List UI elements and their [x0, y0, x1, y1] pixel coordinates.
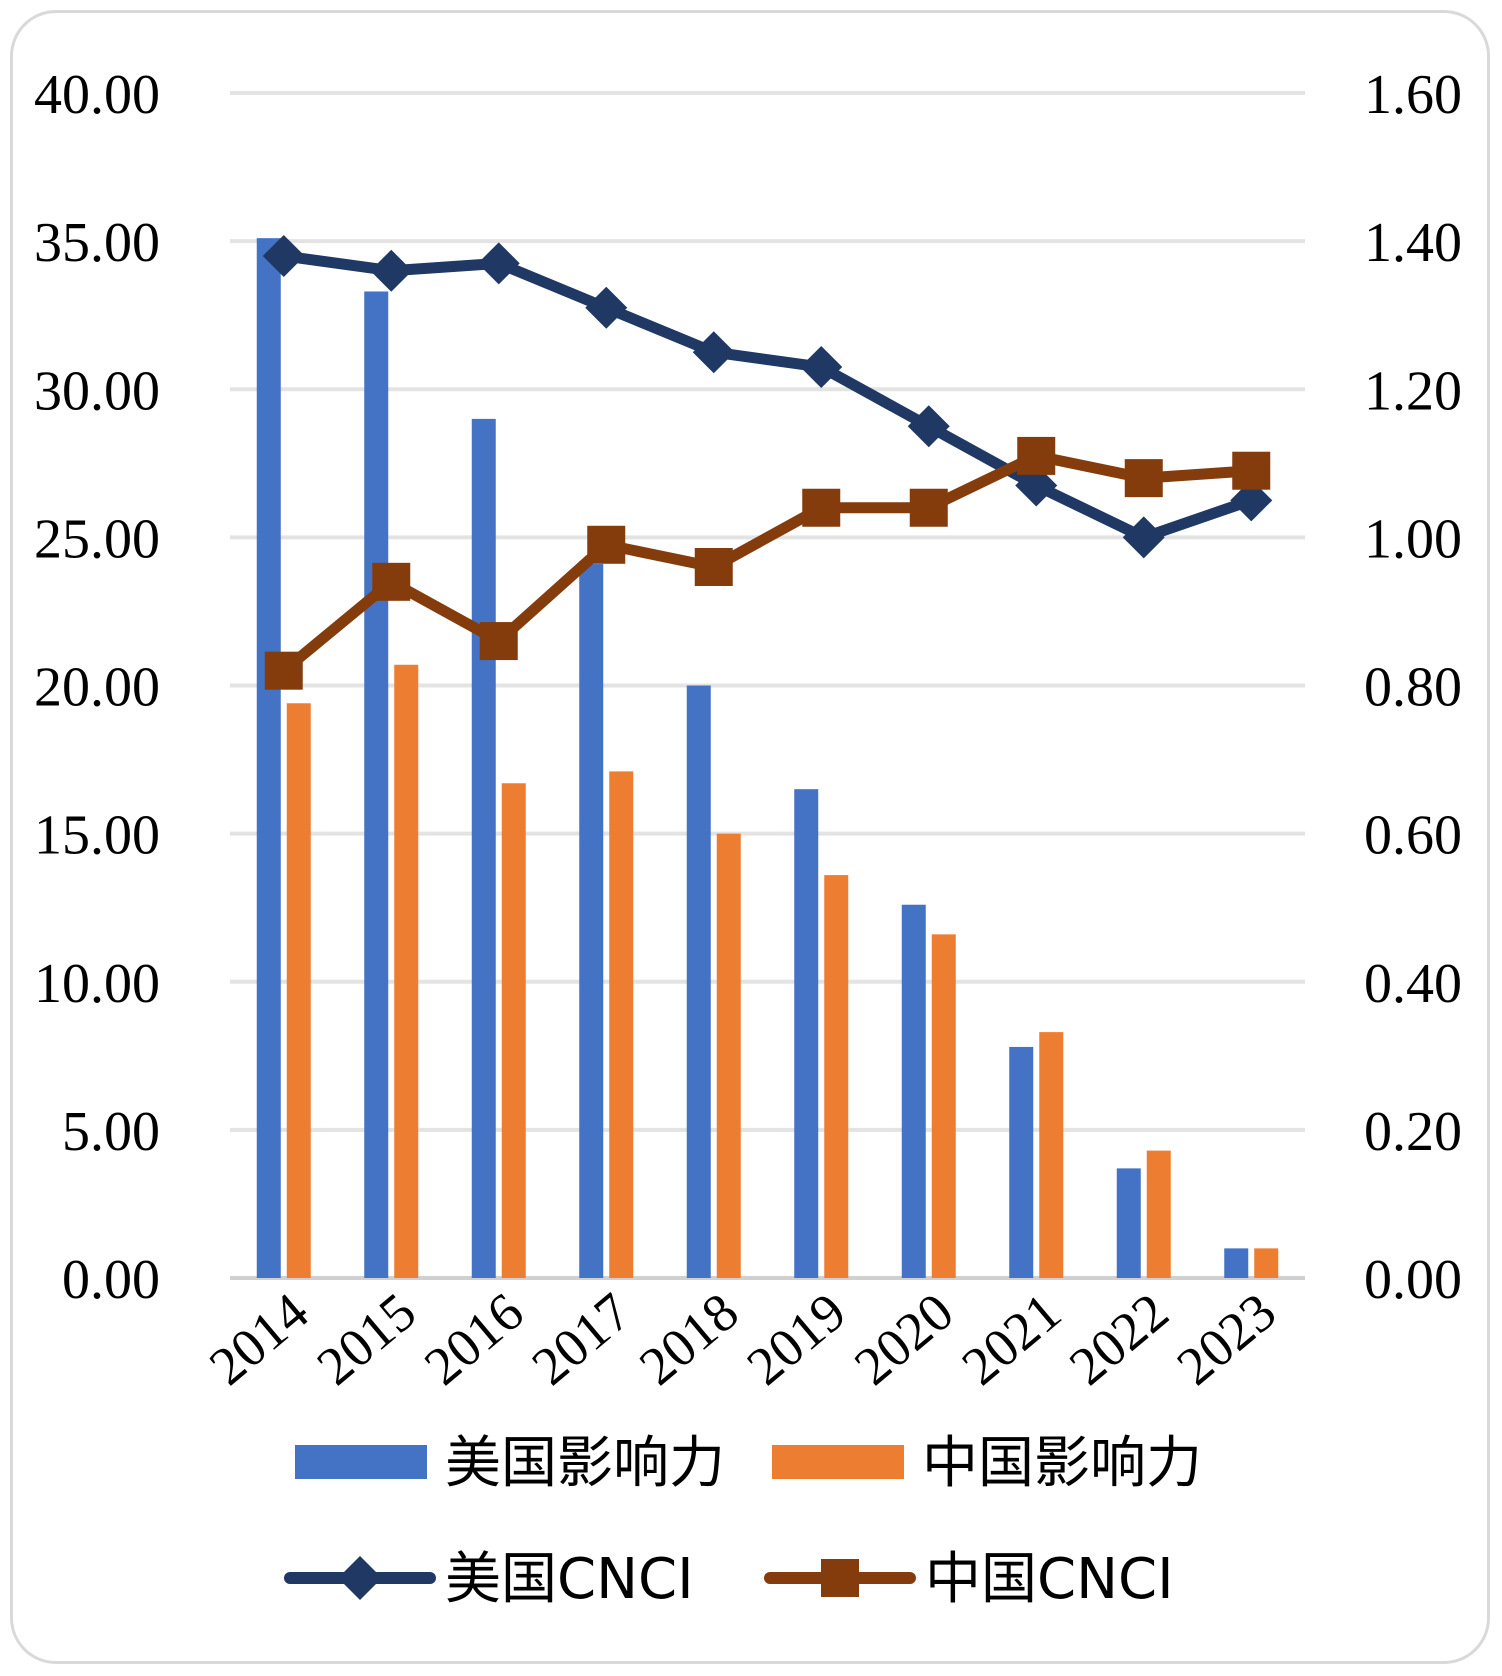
legend: 美国影响力 中国影响力 美国CNCI 中国CNCI [284, 1431, 1202, 1612]
point-cn-cnci [264, 651, 303, 690]
right-axis-tick-label: 0.20 [1364, 1101, 1462, 1163]
bar-cn-influence [1254, 1248, 1279, 1278]
right-axis-tick-label: 1.20 [1364, 360, 1462, 422]
right-axis-tick-label: 0.60 [1364, 805, 1462, 867]
left-axis-tick-label: 40.00 [34, 64, 160, 126]
bar-cn-influence [1039, 1032, 1064, 1278]
bar-cn-influence [394, 664, 419, 1278]
left-axis-tick-label: 20.00 [34, 657, 160, 719]
point-cn-cnci [587, 525, 626, 564]
bar-us-influence [1224, 1248, 1249, 1278]
bar-series-group [256, 238, 1279, 1279]
point-cn-cnci [372, 562, 411, 601]
point-us-cnci [585, 286, 628, 329]
chart-frame [10, 10, 1490, 1664]
point-us-cnci [477, 242, 520, 285]
x-axis-tick-label: 2016 [413, 1281, 534, 1396]
right-axis-tick-label: 1.60 [1364, 64, 1462, 126]
legend-marker-us-cnci [338, 1556, 382, 1600]
left-axis-tick-label: 25.00 [34, 508, 160, 570]
x-axis-tick-label: 2019 [736, 1281, 857, 1396]
x-axis-tick-label: 2020 [843, 1281, 964, 1396]
x-axis-tick-label: 2017 [521, 1281, 642, 1396]
point-us-cnci [1122, 516, 1165, 559]
bar-cn-influence [286, 703, 311, 1278]
point-us-cnci [800, 346, 843, 389]
left-axis-tick-label: 30.00 [34, 360, 160, 422]
bar-cn-influence [609, 771, 634, 1278]
x-axis-tick-label: 2022 [1058, 1281, 1179, 1396]
bar-us-influence [686, 685, 711, 1278]
point-us-cnci [1015, 464, 1058, 507]
right-axis-tick-labels: 0.00 0.20 0.40 0.60 0.80 1.00 1.20 1.40 1.60 [1364, 64, 1462, 1311]
bar-us-influence [794, 789, 819, 1278]
bar-cn-influence [716, 833, 741, 1278]
left-axis-tick-label: 5.00 [62, 1101, 160, 1163]
legend-swatch-cn-influence [772, 1445, 904, 1479]
bar-us-influence [901, 904, 926, 1278]
legend-swatch-us-influence [295, 1445, 427, 1479]
point-us-cnci [1230, 479, 1273, 522]
right-axis-tick-label: 0.00 [1364, 1249, 1462, 1311]
point-cn-cnci [1124, 459, 1163, 498]
bar-us-influence [1009, 1046, 1034, 1278]
point-cn-cnci [694, 548, 733, 586]
left-axis-tick-label: 15.00 [34, 805, 160, 867]
legend-label-cn-influence: 中国影响力 [922, 1431, 1202, 1496]
line-us-cnci [278, 250, 1257, 543]
point-us-cnci [262, 234, 305, 277]
bar-cn-influence [931, 934, 956, 1278]
legend-label-cn-cnci: 中国CNCI [925, 1547, 1174, 1612]
x-axis-tick-label: 2023 [1166, 1281, 1287, 1396]
line-series-group [262, 234, 1273, 690]
point-cn-cnci [909, 488, 948, 527]
bar-us-influence [256, 238, 281, 1279]
bar-us-influence [471, 418, 496, 1278]
bar-cn-influence [501, 783, 526, 1278]
right-axis-tick-label: 0.40 [1364, 953, 1462, 1015]
bar-cn-influence [824, 875, 849, 1278]
bar-us-influence [1116, 1168, 1141, 1278]
x-axis-tick-label: 2014 [198, 1281, 319, 1396]
left-axis-tick-label: 35.00 [34, 212, 160, 274]
point-cn-cnci [1017, 436, 1056, 475]
left-axis-tick-labels: 0.00 5.00 10.00 15.00 20.00 25.00 30.00 35.00 40… [34, 64, 160, 1311]
x-axis-tick-label: 2018 [628, 1281, 749, 1396]
bar-cn-influence [1146, 1150, 1171, 1278]
point-us-cnci [692, 331, 735, 374]
right-axis-tick-label: 1.40 [1364, 212, 1462, 274]
line-cn-cnci [278, 450, 1257, 677]
point-us-cnci [907, 405, 950, 448]
bar-us-influence [364, 291, 389, 1278]
point-cn-cnci [1232, 451, 1271, 490]
point-cn-cnci [802, 488, 841, 527]
legend-label-us-influence: 美国影响力 [445, 1431, 725, 1496]
left-axis-tick-label: 0.00 [62, 1249, 160, 1311]
point-us-cnci [370, 249, 413, 292]
x-axis-tick-label: 2015 [306, 1281, 427, 1396]
x-axis-tick-label: 2021 [951, 1281, 1072, 1396]
left-axis-tick-label: 10.00 [34, 953, 160, 1015]
legend-label-us-cnci: 美国CNCI [445, 1547, 694, 1612]
point-cn-cnci [479, 622, 518, 661]
bar-us-influence [579, 564, 604, 1278]
right-axis-tick-label: 0.80 [1364, 657, 1462, 719]
right-axis-tick-label: 1.00 [1364, 508, 1462, 570]
legend-marker-cn-cnci [821, 1559, 859, 1597]
